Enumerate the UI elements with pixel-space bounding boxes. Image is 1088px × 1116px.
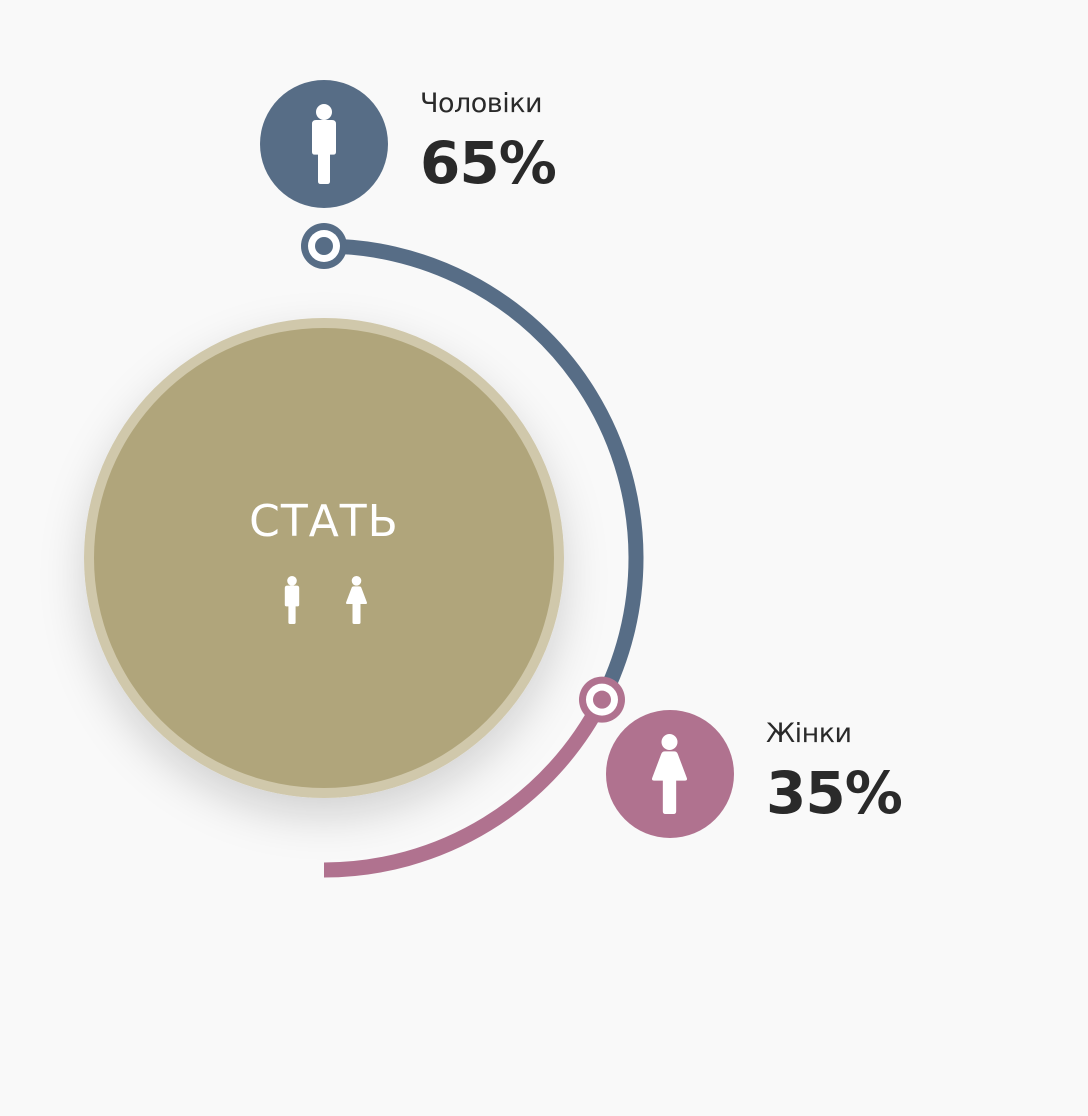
arc-marker-men [301, 223, 347, 269]
women-badge [606, 710, 734, 838]
legend-women: Жінки 35% [766, 718, 903, 828]
arc-marker-women [578, 676, 625, 723]
men-badge [260, 80, 388, 208]
center-disc-inner [94, 328, 554, 788]
center-title: СТАТЬ [249, 496, 399, 547]
men-label: Чоловіки [420, 88, 543, 119]
women-label: Жінки [766, 718, 852, 749]
men-percent: 65% [420, 129, 557, 197]
arc-segment-men [323, 238, 644, 704]
women-percent: 35% [766, 759, 903, 827]
arc-segment-women [323, 696, 609, 878]
legend-men: Чоловіки 65% [420, 88, 557, 198]
